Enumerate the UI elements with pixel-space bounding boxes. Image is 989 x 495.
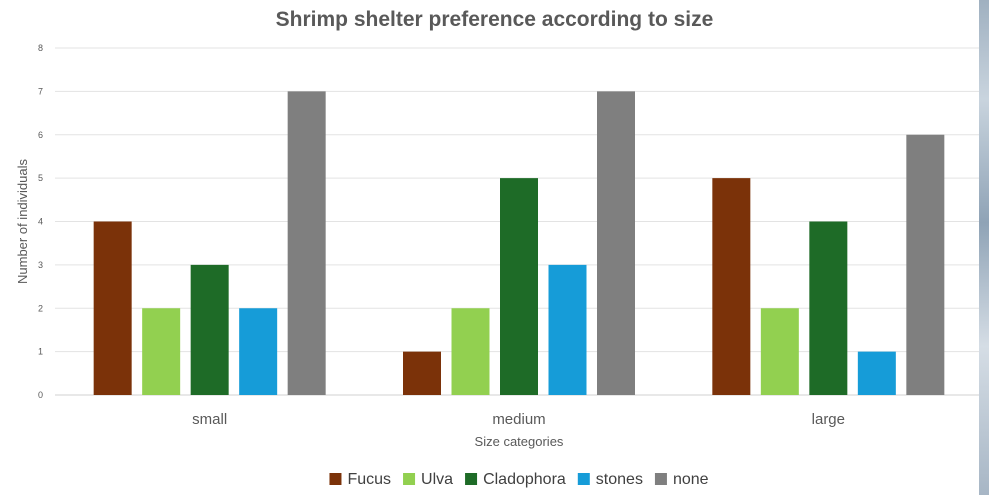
legend-label: stones <box>596 471 643 488</box>
legend-label: Ulva <box>421 471 453 488</box>
bar <box>190 264 229 395</box>
x-tick-label: medium <box>492 411 545 428</box>
y-tick-label: 1 <box>38 347 43 357</box>
y-tick-label: 7 <box>38 86 43 96</box>
y-tick-label: 8 <box>38 43 43 53</box>
bar <box>287 91 326 395</box>
legend-swatch <box>654 473 667 485</box>
bar <box>597 91 635 395</box>
bar <box>906 134 945 395</box>
y-axis-title: Number of individuals <box>15 159 30 285</box>
bar <box>760 308 799 395</box>
y-tick-label: 6 <box>38 130 43 140</box>
bar <box>857 351 896 395</box>
legend-label: none <box>673 471 709 488</box>
legend-label: Fucus <box>347 471 391 488</box>
bar <box>451 308 490 395</box>
y-tick-label: 4 <box>38 217 43 227</box>
bar <box>809 221 848 395</box>
x-tick-label: large <box>812 411 845 428</box>
bar <box>548 264 587 395</box>
y-tick-label: 3 <box>38 260 43 270</box>
bar <box>142 308 181 395</box>
bar <box>403 351 441 395</box>
chart-title: Shrimp shelter preference according to s… <box>275 8 714 31</box>
legend-swatch <box>403 473 416 485</box>
background-strip <box>979 0 989 495</box>
bar <box>239 308 278 395</box>
legend-swatch <box>329 473 342 485</box>
x-tick-label: small <box>192 411 227 428</box>
legend-label: Cladophora <box>483 471 566 488</box>
y-tick-label: 2 <box>38 303 43 313</box>
bar <box>712 178 751 395</box>
y-tick-label: 0 <box>38 390 43 400</box>
legend-swatch <box>465 473 478 485</box>
legend-swatch <box>577 473 590 485</box>
bar <box>500 178 538 395</box>
bar <box>93 221 132 395</box>
x-axis-title: Size categories <box>475 434 564 449</box>
y-tick-label: 5 <box>38 173 43 183</box>
